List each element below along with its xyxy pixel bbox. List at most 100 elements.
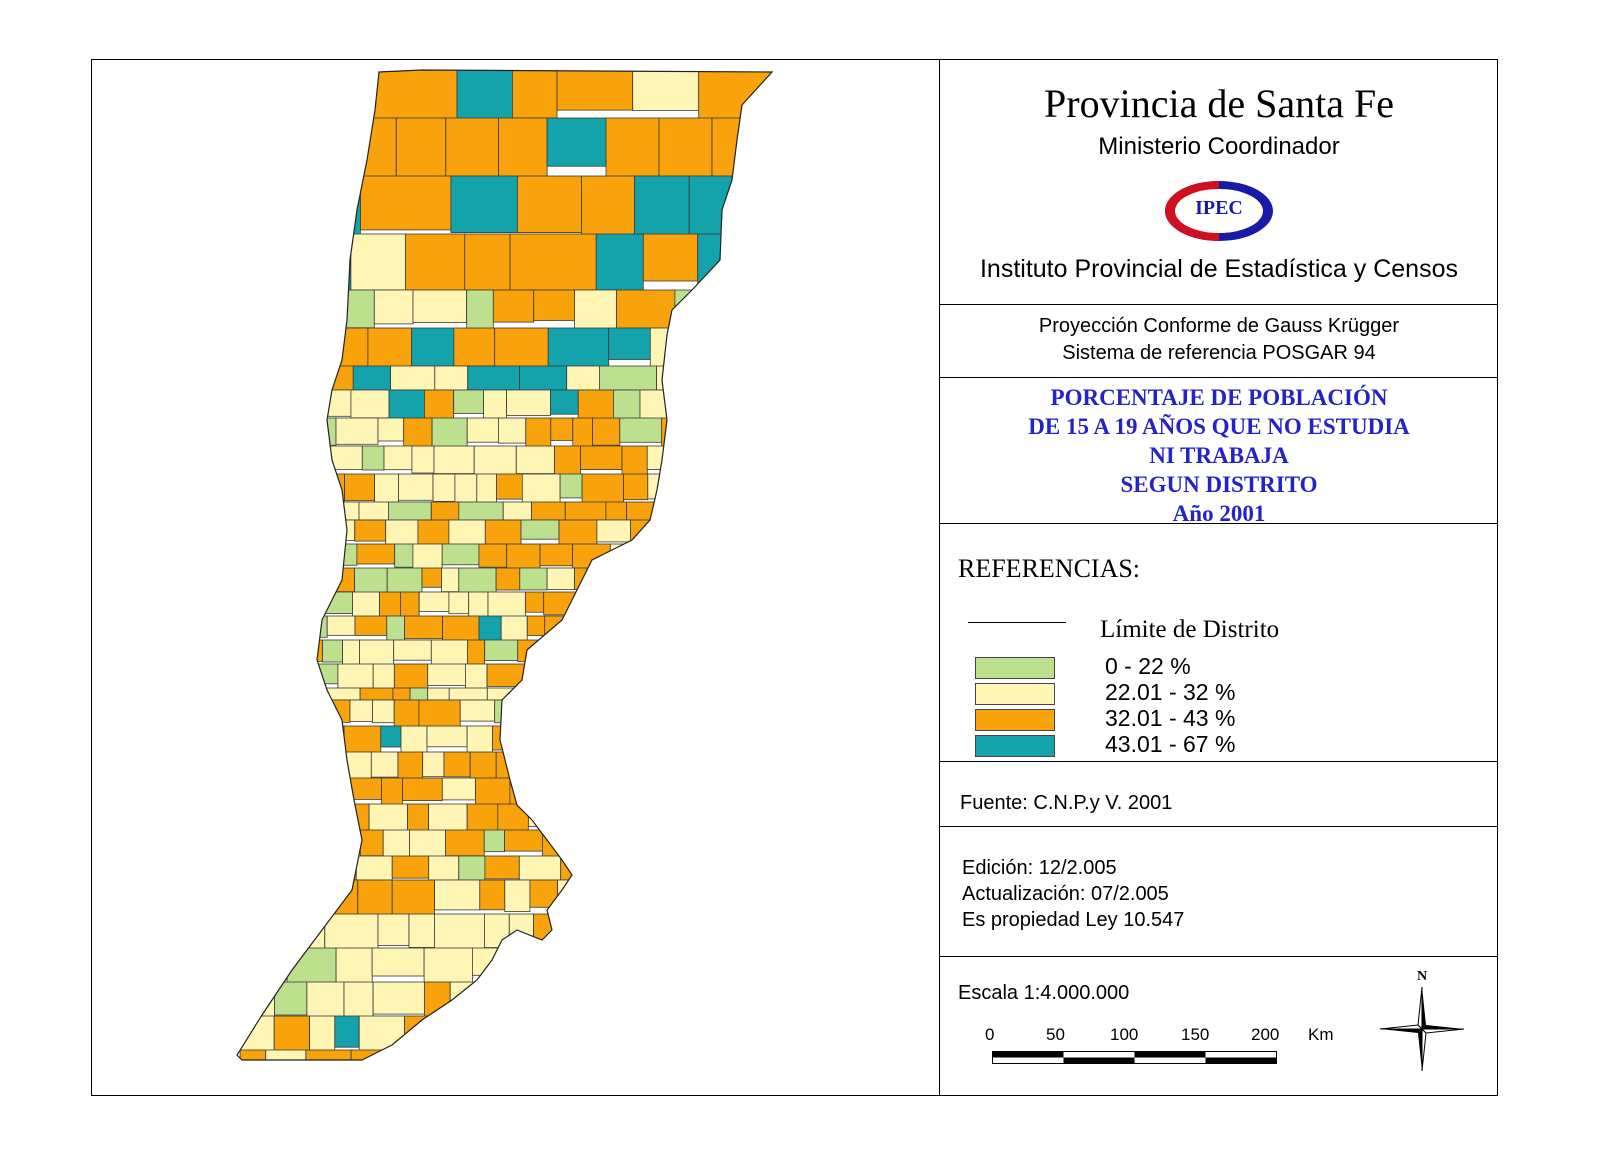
district-85 <box>506 389 551 416</box>
district-408 <box>407 803 430 833</box>
district-322 <box>712 687 735 701</box>
district-542 <box>404 1049 453 1060</box>
legend-swatch-2 <box>975 683 1055 705</box>
district-348 <box>325 725 345 748</box>
district-192 <box>394 543 414 568</box>
district-291 <box>393 663 429 691</box>
district-466 <box>434 879 481 911</box>
district-229 <box>323 591 353 615</box>
district-520 <box>704 981 735 1011</box>
projection-line-2: Sistema de referencia POSGAR 94 <box>1062 342 1376 364</box>
district-226 <box>240 591 263 616</box>
district-145 <box>667 473 692 500</box>
district-159 <box>564 501 607 521</box>
district-238 <box>543 591 579 616</box>
update-date: Actualización: 07/2.005 <box>962 883 1169 905</box>
district-428 <box>409 829 446 860</box>
district-256 <box>526 615 546 636</box>
province-outline <box>236 69 774 1061</box>
district-539 <box>265 1049 307 1060</box>
district-414 <box>573 803 596 828</box>
district-529 <box>496 1015 529 1047</box>
district-453 <box>560 855 594 881</box>
district-415 <box>594 803 625 834</box>
district-107 <box>619 417 662 443</box>
district-258 <box>577 615 612 643</box>
district-21 <box>516 175 582 233</box>
district-536 <box>724 1015 772 1051</box>
map-frame: Provincia de Santa Fe Ministerio Coordin… <box>91 59 1498 1096</box>
scale-tick-0: 0 <box>985 1025 995 1044</box>
district-549 <box>698 1049 727 1060</box>
district-105 <box>572 417 593 448</box>
district-274 <box>484 639 519 662</box>
district-436 <box>648 829 675 860</box>
district-493 <box>239 947 288 981</box>
district-143 <box>623 473 649 501</box>
district-488 <box>642 913 677 953</box>
district-432 <box>541 829 578 861</box>
district-407 <box>368 803 409 835</box>
district-227 <box>261 591 287 617</box>
district-420 <box>753 803 772 828</box>
district-345 <box>237 725 273 751</box>
district-484 <box>508 913 534 945</box>
district-130 <box>237 473 278 506</box>
district-50 <box>237 327 280 365</box>
district-196 <box>506 543 541 572</box>
district-244 <box>717 591 746 622</box>
scale-tick-200: 200 <box>1251 1025 1280 1044</box>
district-153 <box>358 501 389 521</box>
district-480 <box>377 913 410 946</box>
district-371 <box>422 751 445 778</box>
district-251 <box>386 615 405 643</box>
district-215 <box>495 567 521 591</box>
district-121 <box>515 445 555 475</box>
district-286 <box>255 663 295 687</box>
district-491 <box>745 913 772 950</box>
district-76 <box>237 389 264 416</box>
district-319 <box>631 687 668 701</box>
district-157 <box>502 501 532 521</box>
district-101 <box>466 417 499 443</box>
district-14 <box>605 117 660 186</box>
district-489 <box>676 913 719 949</box>
district-296 <box>552 663 582 685</box>
district-461 <box>238 879 276 917</box>
district-2 <box>370 70 458 121</box>
district-53 <box>367 327 412 373</box>
district-315 <box>519 687 558 701</box>
district-546 <box>573 1049 616 1060</box>
district-377 <box>588 751 620 777</box>
district-9 <box>326 117 397 181</box>
district-509 <box>306 981 345 1017</box>
district-158 <box>531 501 566 521</box>
district-268 <box>322 639 344 663</box>
district-102 <box>497 417 527 444</box>
district-508 <box>274 981 308 1016</box>
district-142 <box>581 473 625 505</box>
legend-label-2: 22.01 - 32 % <box>1105 679 1236 705</box>
district-358 <box>610 725 632 753</box>
north-label: N <box>1417 969 1428 984</box>
district-444 <box>283 855 318 881</box>
district-459 <box>740 855 772 879</box>
district-246 <box>237 615 272 642</box>
district-160 <box>605 501 628 521</box>
district-334 <box>459 699 496 722</box>
district-364 <box>776 726 798 754</box>
district-409 <box>428 803 468 831</box>
district-351 <box>400 725 428 757</box>
district-532 <box>592 1015 627 1050</box>
theme-line-3: NI TRABAJA <box>1149 443 1289 468</box>
district-282 <box>717 639 746 660</box>
district-108 <box>661 417 707 451</box>
district-417 <box>649 803 678 834</box>
district-239 <box>577 591 601 614</box>
district-120 <box>473 445 517 477</box>
district-449 <box>428 855 460 881</box>
district-384 <box>258 777 295 810</box>
district-390 <box>441 777 476 801</box>
district-232 <box>399 591 420 618</box>
district-475 <box>734 879 772 909</box>
